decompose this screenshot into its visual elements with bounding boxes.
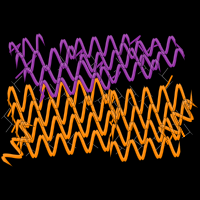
Polygon shape <box>39 72 111 98</box>
Polygon shape <box>15 110 117 143</box>
Polygon shape <box>1 121 35 167</box>
Polygon shape <box>109 83 192 114</box>
Polygon shape <box>79 47 144 70</box>
Polygon shape <box>9 33 44 56</box>
Polygon shape <box>23 60 97 86</box>
Polygon shape <box>110 136 180 162</box>
Polygon shape <box>15 110 116 141</box>
Polygon shape <box>39 72 110 96</box>
Polygon shape <box>1 121 30 164</box>
Polygon shape <box>7 77 111 113</box>
Polygon shape <box>119 36 177 59</box>
Polygon shape <box>111 117 180 144</box>
Polygon shape <box>119 36 176 57</box>
Polygon shape <box>158 99 198 140</box>
Polygon shape <box>9 33 45 59</box>
Polygon shape <box>60 34 130 60</box>
Polygon shape <box>19 130 110 156</box>
Polygon shape <box>99 59 161 84</box>
Polygon shape <box>11 93 121 129</box>
Polygon shape <box>15 45 76 71</box>
Polygon shape <box>19 130 111 158</box>
Polygon shape <box>79 47 145 73</box>
Polygon shape <box>139 48 184 69</box>
Polygon shape <box>109 83 193 117</box>
Polygon shape <box>115 100 191 131</box>
Polygon shape <box>60 34 130 57</box>
Polygon shape <box>158 99 194 136</box>
Polygon shape <box>139 48 185 71</box>
Polygon shape <box>110 136 180 159</box>
Polygon shape <box>23 60 96 84</box>
Polygon shape <box>111 117 181 147</box>
Polygon shape <box>11 93 120 126</box>
Polygon shape <box>99 59 160 82</box>
Polygon shape <box>7 77 110 110</box>
Polygon shape <box>15 45 77 74</box>
Polygon shape <box>115 100 190 129</box>
